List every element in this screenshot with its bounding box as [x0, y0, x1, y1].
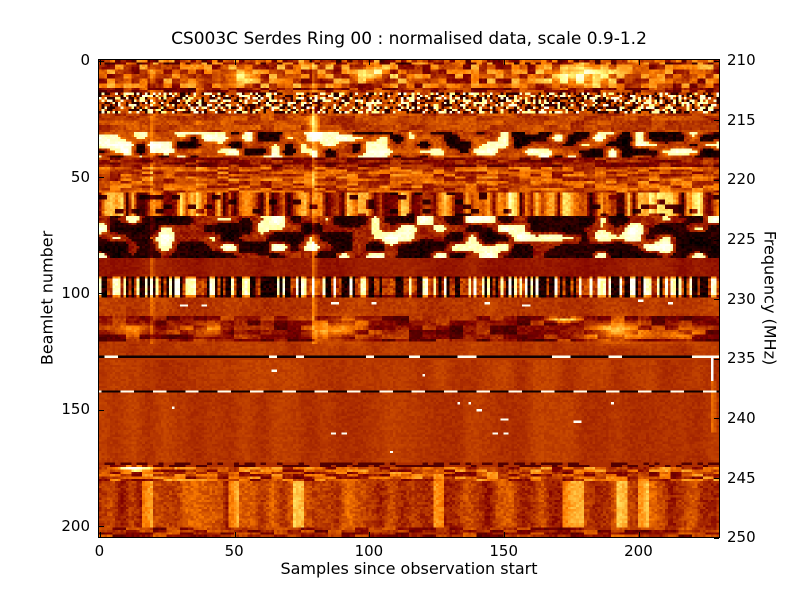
- plot-area: [98, 59, 720, 539]
- y-tick-mark-right: [714, 537, 719, 539]
- y-tick-mark-left: [99, 526, 104, 528]
- y-tick-mark-right: [714, 239, 719, 241]
- x-tick-mark: [234, 532, 236, 537]
- x-tick-mark: [99, 532, 101, 537]
- y-tick-label-left: 50: [70, 167, 90, 186]
- y-tick-label-left: 100: [61, 283, 90, 302]
- x-tick-label: 50: [224, 542, 244, 560]
- x-tick-mark: [369, 532, 371, 537]
- x-tick-mark-top: [369, 60, 371, 65]
- y-tick-label-left: 150: [61, 400, 90, 419]
- y-tick-label-right: 225: [727, 230, 756, 249]
- x-axis-label: Samples since observation start: [280, 559, 538, 578]
- y-tick-mark-right: [714, 358, 719, 360]
- x-tick-label: 200: [624, 542, 653, 560]
- y-tick-label-left: 0: [80, 51, 90, 70]
- x-tick-label: 100: [354, 542, 384, 560]
- y-tick-label-right: 245: [727, 468, 756, 487]
- x-tick-mark: [638, 532, 640, 537]
- y-tick-mark-right: [714, 299, 719, 301]
- plot-title: CS003C Serdes Ring 00 : normalised data,…: [171, 29, 647, 49]
- x-tick-label: 0: [94, 542, 105, 560]
- y-tick-label-right: 250: [727, 528, 756, 547]
- x-tick-label: 150: [489, 542, 518, 560]
- y-tick-mark-right: [714, 120, 719, 122]
- y-tick-mark-right: [714, 179, 719, 181]
- y-tick-mark-left: [99, 177, 104, 178]
- heatmap-image: [99, 60, 719, 537]
- y-tick-label-right: 235: [727, 349, 756, 368]
- y-tick-label-right: 240: [727, 408, 756, 427]
- x-tick-mark-top: [234, 60, 236, 65]
- y-tick-label-right: 210: [727, 51, 756, 70]
- y-tick-mark-right: [714, 418, 719, 420]
- y-tick-mark-right: [714, 478, 719, 480]
- y-tick-label-right: 215: [727, 110, 756, 129]
- x-tick-mark-top: [638, 60, 640, 65]
- y-tick-mark-left: [99, 60, 104, 62]
- x-tick-mark: [504, 532, 506, 537]
- y-tick-label-left: 200: [61, 516, 90, 535]
- y-tick-mark-left: [99, 293, 104, 295]
- y-tick-label-right: 230: [727, 289, 756, 308]
- y-tick-mark-left: [99, 409, 104, 411]
- x-tick-mark-top: [99, 60, 101, 65]
- y-tick-mark-right: [714, 60, 719, 62]
- tick-marks: [99, 60, 719, 539]
- y-tick-label-right: 220: [727, 170, 756, 189]
- x-tick-mark-top: [504, 60, 506, 65]
